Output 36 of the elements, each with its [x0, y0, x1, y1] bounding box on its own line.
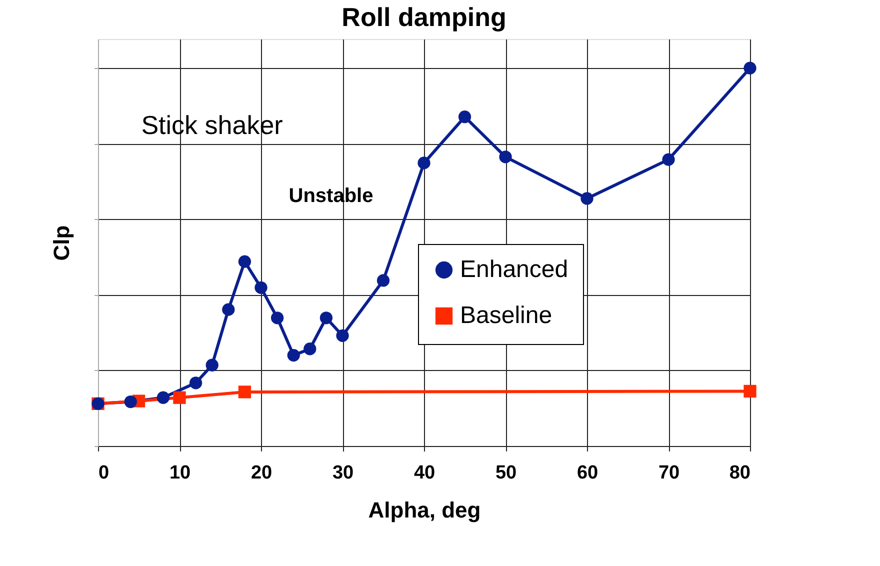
- point: [662, 153, 675, 166]
- chart-title: Roll damping: [342, 2, 506, 32]
- point: [206, 358, 218, 372]
- x-axis-title: Alpha, deg: [368, 498, 481, 522]
- point: [287, 348, 300, 362]
- point: [336, 329, 349, 342]
- x-tick-label: 50: [495, 462, 517, 484]
- point: [238, 386, 252, 398]
- x-tick-label: 60: [576, 462, 598, 484]
- point: [124, 395, 137, 408]
- x-tick-label: 20: [250, 462, 272, 484]
- point: [270, 312, 284, 324]
- point: [580, 192, 594, 205]
- x-tick-label: 70: [658, 462, 680, 484]
- x-tick-label: 0: [98, 462, 110, 484]
- legend-label: Baseline: [460, 302, 552, 329]
- legend-label: Enhanced: [460, 256, 568, 283]
- y-axis-title: Clp: [49, 225, 74, 261]
- point: [189, 376, 202, 390]
- x-tick-label: 10: [169, 462, 191, 484]
- point: [304, 342, 316, 356]
- point: [254, 281, 268, 294]
- x-tick-label: 30: [332, 462, 354, 484]
- point: [222, 303, 235, 316]
- x-tick-label: 40: [414, 462, 436, 484]
- point: [320, 312, 333, 324]
- point: [744, 384, 756, 398]
- point: [238, 255, 252, 268]
- point: [173, 391, 186, 404]
- point: [418, 156, 430, 170]
- point: [499, 150, 512, 164]
- point: [744, 62, 756, 74]
- point: [156, 391, 170, 404]
- point: [376, 274, 390, 287]
- point: [458, 110, 472, 124]
- x-tick-label: 80: [729, 462, 750, 484]
